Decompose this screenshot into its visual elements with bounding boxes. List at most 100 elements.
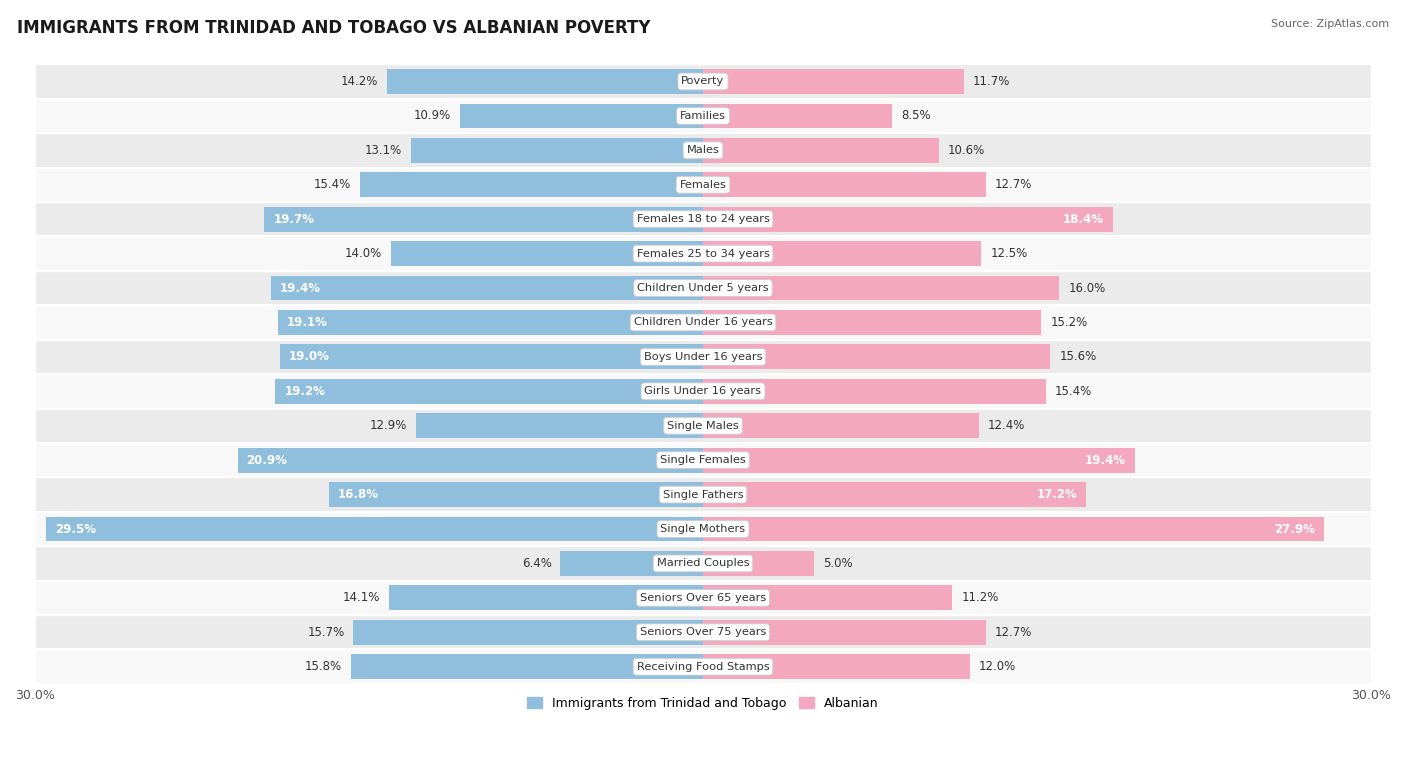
- Text: 12.4%: 12.4%: [988, 419, 1025, 432]
- Bar: [35, 581, 1371, 615]
- Text: 10.6%: 10.6%: [948, 144, 986, 157]
- Bar: [280, 344, 703, 369]
- Text: 8.5%: 8.5%: [901, 109, 931, 122]
- Bar: [703, 551, 814, 576]
- Bar: [35, 374, 1371, 409]
- Text: 29.5%: 29.5%: [55, 522, 96, 535]
- Text: Females 25 to 34 years: Females 25 to 34 years: [637, 249, 769, 258]
- Bar: [35, 443, 1371, 478]
- Text: 15.8%: 15.8%: [305, 660, 342, 673]
- Text: 19.7%: 19.7%: [273, 213, 314, 226]
- Bar: [35, 305, 1371, 340]
- Bar: [703, 482, 1085, 507]
- Text: 15.2%: 15.2%: [1050, 316, 1088, 329]
- Bar: [264, 207, 703, 232]
- Text: 12.5%: 12.5%: [990, 247, 1028, 260]
- Text: 12.7%: 12.7%: [994, 178, 1032, 191]
- Bar: [412, 138, 703, 163]
- Bar: [703, 413, 979, 438]
- Bar: [703, 654, 970, 679]
- Bar: [352, 654, 703, 679]
- Bar: [35, 650, 1371, 684]
- Text: 19.4%: 19.4%: [1085, 453, 1126, 467]
- Bar: [703, 620, 986, 644]
- Bar: [703, 104, 893, 128]
- Text: Single Females: Single Females: [661, 455, 745, 465]
- Bar: [35, 512, 1371, 547]
- Bar: [703, 138, 939, 163]
- Bar: [35, 64, 1371, 99]
- Text: 15.4%: 15.4%: [1054, 385, 1092, 398]
- Text: Source: ZipAtlas.com: Source: ZipAtlas.com: [1271, 19, 1389, 29]
- Text: 10.9%: 10.9%: [415, 109, 451, 122]
- Bar: [389, 585, 703, 610]
- Bar: [561, 551, 703, 576]
- Text: 14.0%: 14.0%: [344, 247, 382, 260]
- Text: Females 18 to 24 years: Females 18 to 24 years: [637, 215, 769, 224]
- Text: 14.1%: 14.1%: [343, 591, 380, 604]
- Text: 11.2%: 11.2%: [962, 591, 998, 604]
- Text: 27.9%: 27.9%: [1274, 522, 1316, 535]
- Text: 12.7%: 12.7%: [994, 626, 1032, 639]
- Legend: Immigrants from Trinidad and Tobago, Albanian: Immigrants from Trinidad and Tobago, Alb…: [522, 692, 884, 715]
- Bar: [35, 615, 1371, 650]
- Text: 15.6%: 15.6%: [1059, 350, 1097, 363]
- Text: Seniors Over 75 years: Seniors Over 75 years: [640, 628, 766, 637]
- Text: 16.0%: 16.0%: [1069, 281, 1105, 295]
- Text: Single Mothers: Single Mothers: [661, 524, 745, 534]
- Bar: [35, 271, 1371, 305]
- Bar: [35, 409, 1371, 443]
- Bar: [703, 241, 981, 266]
- Text: Girls Under 16 years: Girls Under 16 years: [644, 387, 762, 396]
- Bar: [35, 478, 1371, 512]
- Text: 12.0%: 12.0%: [979, 660, 1017, 673]
- Text: 15.4%: 15.4%: [314, 178, 352, 191]
- Text: 5.0%: 5.0%: [824, 557, 853, 570]
- Bar: [35, 99, 1371, 133]
- Bar: [703, 379, 1046, 404]
- Text: 11.7%: 11.7%: [973, 75, 1010, 88]
- Bar: [353, 620, 703, 644]
- Text: 14.2%: 14.2%: [340, 75, 378, 88]
- Text: Boys Under 16 years: Boys Under 16 years: [644, 352, 762, 362]
- Bar: [416, 413, 703, 438]
- Text: 20.9%: 20.9%: [246, 453, 287, 467]
- Text: Single Fathers: Single Fathers: [662, 490, 744, 500]
- Bar: [703, 517, 1324, 541]
- Bar: [703, 585, 952, 610]
- Text: Single Males: Single Males: [666, 421, 740, 431]
- Text: Married Couples: Married Couples: [657, 559, 749, 568]
- Text: IMMIGRANTS FROM TRINIDAD AND TOBAGO VS ALBANIAN POVERTY: IMMIGRANTS FROM TRINIDAD AND TOBAGO VS A…: [17, 19, 651, 37]
- Bar: [703, 344, 1050, 369]
- Text: 13.1%: 13.1%: [366, 144, 402, 157]
- Bar: [276, 379, 703, 404]
- Bar: [703, 207, 1112, 232]
- Bar: [271, 276, 703, 300]
- Text: 19.2%: 19.2%: [284, 385, 325, 398]
- Text: Families: Families: [681, 111, 725, 121]
- Text: Poverty: Poverty: [682, 77, 724, 86]
- Bar: [329, 482, 703, 507]
- Bar: [391, 241, 703, 266]
- Text: 19.1%: 19.1%: [287, 316, 328, 329]
- Bar: [387, 69, 703, 94]
- Bar: [277, 310, 703, 335]
- Bar: [35, 168, 1371, 202]
- Text: Seniors Over 65 years: Seniors Over 65 years: [640, 593, 766, 603]
- Text: Males: Males: [686, 146, 720, 155]
- Bar: [238, 448, 703, 472]
- Text: 18.4%: 18.4%: [1063, 213, 1104, 226]
- Bar: [703, 276, 1059, 300]
- Text: 19.0%: 19.0%: [288, 350, 329, 363]
- Bar: [703, 448, 1135, 472]
- Bar: [35, 133, 1371, 168]
- Text: 19.4%: 19.4%: [280, 281, 321, 295]
- Text: Children Under 5 years: Children Under 5 years: [637, 283, 769, 293]
- Text: 17.2%: 17.2%: [1036, 488, 1077, 501]
- Bar: [35, 236, 1371, 271]
- Text: 15.7%: 15.7%: [308, 626, 344, 639]
- Text: Receiving Food Stamps: Receiving Food Stamps: [637, 662, 769, 672]
- Bar: [360, 172, 703, 197]
- Bar: [35, 340, 1371, 374]
- Bar: [460, 104, 703, 128]
